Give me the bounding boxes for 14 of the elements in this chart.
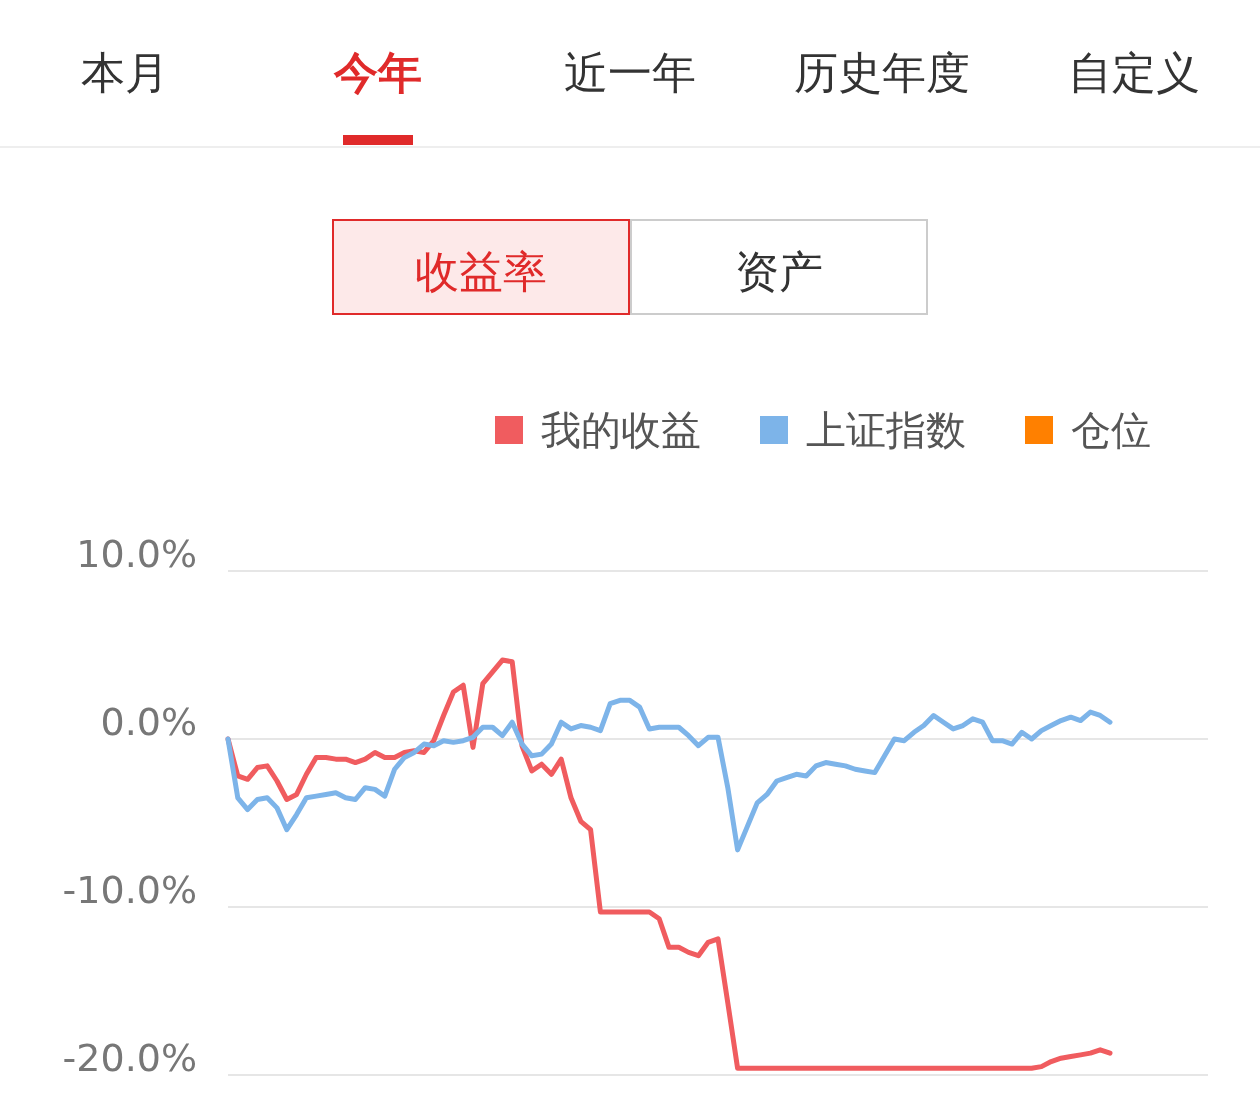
- y-tick-label: -20.0%: [62, 1036, 197, 1080]
- text: 本月: [81, 47, 169, 98]
- text: 近一年: [564, 47, 696, 98]
- text: 收益率: [415, 246, 547, 297]
- text: 历史年度: [794, 47, 970, 98]
- text: 今年: [333, 47, 422, 98]
- text: 自定义: [1068, 47, 1200, 98]
- legend-label: 仓位: [1071, 407, 1151, 453]
- y-tick-label: 0.0%: [100, 700, 197, 744]
- y-tick-label: -10.0%: [62, 868, 197, 912]
- legend-label: 上证指数: [806, 407, 966, 453]
- legend-label: 我的收益: [541, 407, 701, 453]
- text: 资产: [735, 246, 823, 297]
- y-tick-label: 10.0%: [76, 532, 197, 576]
